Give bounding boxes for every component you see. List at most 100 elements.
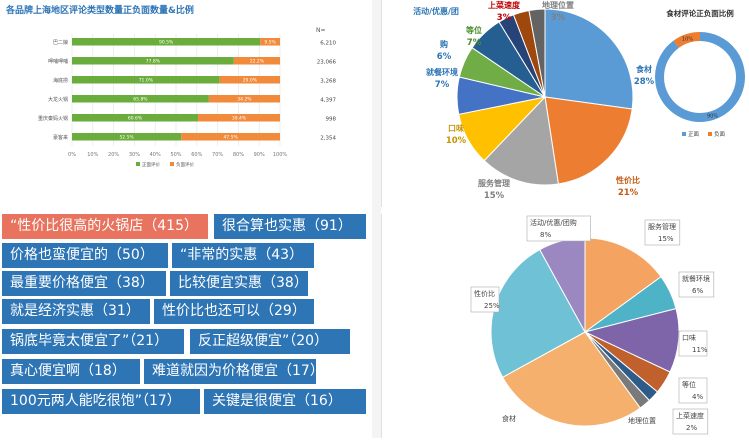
category-label: 海底捞: [53, 77, 68, 84]
bar-segment: [233, 57, 280, 65]
bar-value-label: 22.2%: [250, 59, 265, 65]
bar-value-label: 71.0%: [139, 78, 154, 84]
bar-segment: [208, 95, 280, 103]
donut-legend-label: 正面: [688, 131, 700, 138]
bar-segment: [72, 38, 261, 46]
pie-value-label: 6%: [437, 52, 452, 62]
n-value: 6,210: [320, 41, 336, 47]
keyword-tag: 锅底毕竟太便宜了”（21）: [2, 329, 184, 354]
category-label: 巴二娘: [53, 39, 68, 46]
pie-category-label: 性价比: [474, 289, 495, 298]
pie-label-box: [678, 330, 708, 357]
legend-label: 正面评价: [142, 161, 160, 168]
category-label: 重庆秦妈火锅: [38, 115, 68, 122]
donut-segment: [655, 32, 745, 122]
pie-chart-panel-2: 服务管理 15% 就餐环境 6% 口味 11% 等位 4% 上菜速度 2% 地理位置 食材 性价比 25%…: [381, 214, 749, 438]
pie-category-label: 地理位置: [542, 0, 574, 10]
bar-segment: [181, 133, 280, 141]
pie-value-label: 25%: [484, 302, 500, 310]
pie-category-label: 服务管理: [648, 222, 676, 231]
pie-category-label: 地理位置: [628, 416, 656, 425]
bar-value-label: 65.8%: [133, 97, 148, 103]
pie-slice: [544, 8, 634, 110]
keyword-tag: 很合算也实惠（91）: [214, 214, 366, 239]
stacked-bar-chart-panel: 各品牌上海地区评论类型数量正负面数量&比例 N= 0% 10% 20% 30% 40% 5…: [0, 0, 372, 207]
keyword-tag: 性价比也还可以（29）: [154, 299, 314, 324]
donut-value-label: 90%: [707, 114, 718, 120]
pie-category-label: 购: [440, 39, 448, 49]
pie-value-label: 8%: [540, 231, 551, 239]
donut-value-label: 10%: [682, 36, 693, 42]
pie-value-label: 2%: [686, 424, 697, 432]
category-label: 豪客来: [53, 134, 68, 141]
pie-label-box: [526, 215, 591, 242]
x-tick-label: 0%: [68, 152, 76, 158]
pie-label-box: [644, 219, 681, 246]
bar-value-label: 34.2%: [237, 97, 252, 103]
stacked-bar-chart: 各品牌上海地区评论类型数量正负面数量&比例 N= 0% 10% 20% 30% 40% 5…: [5, 4, 337, 168]
bar-segment: [72, 76, 220, 84]
pie-value-label: 28%: [634, 77, 655, 87]
donut-legend-label: 负面: [714, 130, 726, 138]
bar-segment: [260, 38, 280, 46]
bar-segment: [198, 114, 280, 122]
pie-category-label: 食材: [502, 414, 516, 423]
n-value: 23,066: [317, 60, 337, 66]
pie-category-label: 活动/优惠/团: [413, 6, 459, 16]
pie-value-label: 4%: [692, 393, 703, 401]
pie-category-label: 活动/优惠/团购: [530, 218, 577, 227]
bar-value-label: 39.4%: [232, 116, 247, 122]
pie-category-label: 性价比: [616, 175, 640, 185]
legend-label: 负面评价: [176, 161, 194, 168]
pie-label-box: [672, 408, 709, 435]
bar-value-label: 60.6%: [128, 116, 143, 122]
keyword-tag: 就是经济实惠（31）: [2, 299, 150, 324]
x-tick-label: 30%: [129, 152, 140, 158]
pie-slice: [528, 8, 546, 98]
pie-value-label: 15%: [658, 235, 674, 243]
pie-category-label: 等位: [465, 25, 482, 35]
pie-label-box: [678, 271, 715, 298]
bar-value-label: 9.5%: [264, 40, 276, 46]
x-tick-label: 70%: [212, 152, 223, 158]
pie-category-label: 口味: [682, 333, 696, 342]
n-value: 2,354: [320, 136, 336, 142]
pie-value-label: 3%: [497, 13, 512, 23]
category-pie-chart-2: 服务管理 15% 就餐环境 6% 口味 11% 等位 4% 上菜速度 2% 地理位置 食材 性价比 25%…: [470, 215, 715, 435]
n-value: 998: [326, 117, 337, 123]
pie-category-label: 服务管理: [478, 178, 510, 188]
pie-slice: [483, 95, 559, 186]
pie-category-label: 就餐环境: [682, 274, 710, 283]
pie-category-label: 上菜速度: [488, 0, 521, 10]
keyword-tag: 价格也蛮便宜的（50）: [2, 243, 168, 268]
keyword-tag: 真心便宜啊（18）: [2, 359, 140, 384]
bar-segment: [72, 57, 234, 65]
donut-title: 食材评论正负面比例: [666, 8, 734, 18]
keyword-tag: 关键是很便宜（16）: [204, 389, 366, 414]
pie-value-label: 21%: [618, 188, 639, 198]
pie-value-label: 3%: [551, 13, 566, 23]
bar-value-label: 90.5%: [159, 40, 174, 46]
bar-segment: [219, 76, 280, 84]
bar-chart-title: 各品牌上海地区评论类型数量正负面数量&比例: [5, 4, 194, 16]
pie-label-box: [678, 377, 708, 404]
bar-value-label: 77.8%: [146, 59, 161, 65]
keyword-tag: 100元两人能吃很饱”（17）: [2, 389, 200, 414]
pie-category-label: 等位: [682, 380, 696, 389]
n-value: 4,397: [320, 98, 336, 104]
pie-category-label: 口味: [448, 123, 464, 133]
bar-segment: [72, 133, 182, 141]
keyword-tag: 最重要价格便宜（38）: [2, 271, 166, 296]
x-tick-label: 80%: [233, 152, 244, 158]
bar-value-label: 52.5%: [119, 135, 134, 141]
keyword-tag: 难道就因为价格便宜（17）: [144, 359, 316, 384]
donut-segment: [673, 32, 701, 49]
pie-chart-panel-1: 食材评论正负面比例 食材 28% 性价比 21% 服务管理 15% 口味 10% 就餐环境 7% 购…: [381, 0, 749, 207]
pie-value-label: 6%: [692, 287, 703, 295]
x-tick-label: 50%: [170, 152, 181, 158]
keyword-tag: 比较便宜实惠（38）: [170, 271, 308, 296]
x-tick-label: 20%: [108, 152, 119, 158]
pie-slice: [544, 96, 633, 185]
legend-swatch: [136, 162, 140, 166]
legend-swatch: [170, 162, 174, 166]
